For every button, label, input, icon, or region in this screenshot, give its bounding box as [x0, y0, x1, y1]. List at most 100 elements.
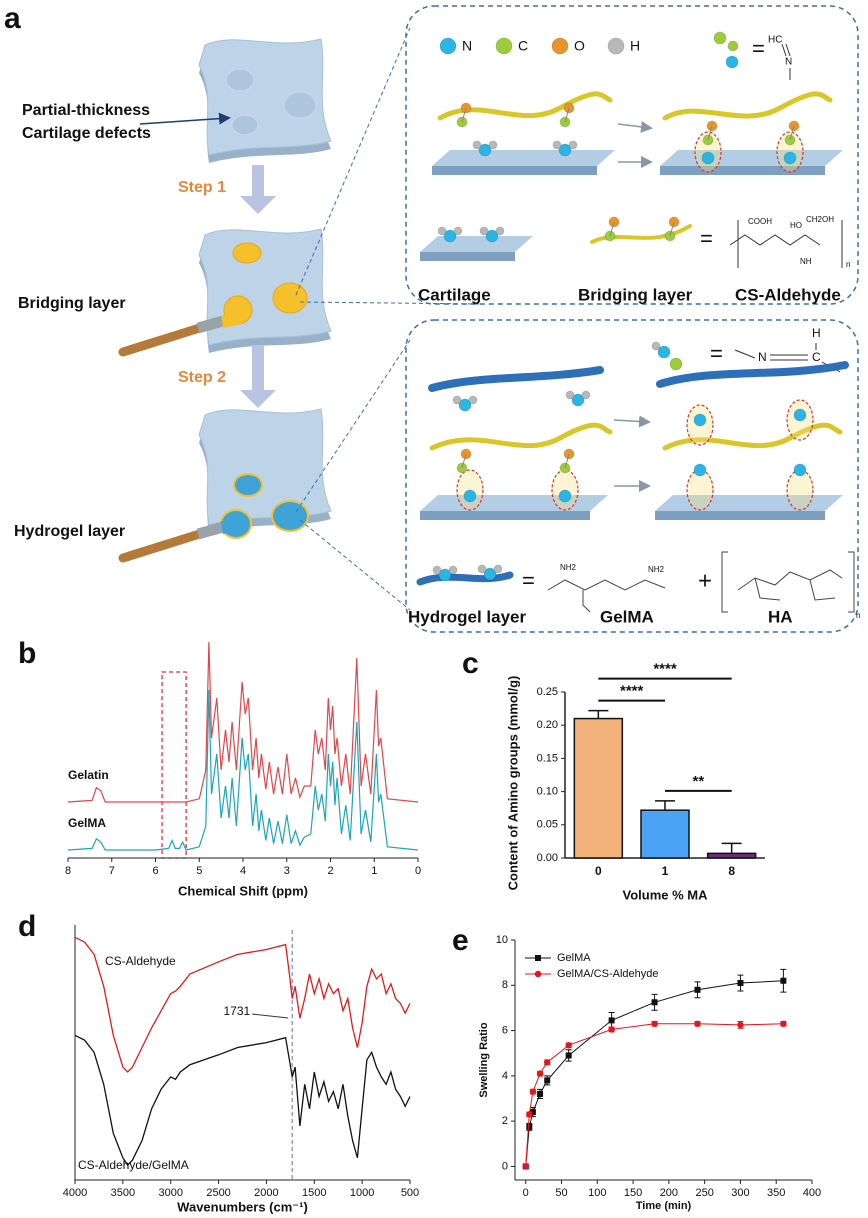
atom: [468, 395, 478, 405]
x-tick-label: 5: [196, 865, 202, 877]
spectrum: [74, 1034, 411, 1167]
bond: [789, 125, 795, 141]
x-tick-label: 7: [109, 865, 115, 877]
slab-front: [660, 166, 825, 175]
spectrum: [67, 689, 419, 851]
slab-front: [432, 166, 597, 175]
marker: [537, 1090, 544, 1097]
x-tick-label: 1: [662, 864, 669, 878]
atom: [793, 408, 807, 422]
atom: [581, 390, 591, 400]
spectrum: [67, 641, 419, 803]
x-tick-label: 1: [371, 865, 377, 877]
y-tick-label: 0.25: [537, 686, 558, 698]
significance-label: **: [692, 773, 704, 790]
defect: [225, 68, 255, 92]
equals: =: [700, 226, 713, 251]
atom-label: C: [518, 38, 528, 54]
hydrogel-spot: [235, 475, 261, 495]
imine-atom: HC: [768, 35, 782, 46]
atom: [463, 489, 477, 503]
x-tick-label: 8: [728, 864, 735, 878]
x-tick-label: 1000: [350, 1187, 374, 1199]
x-tick-label: 400: [803, 1187, 821, 1199]
bond: [609, 221, 615, 237]
marker: [544, 1059, 551, 1066]
atom: [448, 565, 458, 575]
panel-label: b: [18, 637, 36, 670]
legend-label: GelMA/CS-Aldehyde: [557, 968, 659, 980]
atom: [488, 140, 498, 150]
marker: [526, 1123, 533, 1130]
pointer: [139, 112, 231, 125]
equals: =: [752, 36, 765, 61]
x-tick-label: 50: [555, 1187, 567, 1199]
atom: [452, 395, 462, 405]
atom: [483, 567, 497, 581]
atom: [472, 140, 482, 150]
structure-label: n: [846, 260, 850, 269]
atom: [453, 226, 463, 236]
box-caption: Bridging layer: [578, 285, 693, 304]
zoom-line: [295, 27, 411, 296]
box-caption: GelMA: [600, 607, 654, 626]
structure-label: HO: [790, 221, 802, 230]
atom: [725, 55, 739, 69]
x-tick-label: 2: [327, 865, 333, 877]
marker: [651, 999, 658, 1006]
highlight-box: [161, 671, 187, 859]
atom: [558, 489, 572, 503]
atom: [793, 463, 807, 477]
x-tick-label: 200: [660, 1187, 678, 1199]
x-tick-label: 100: [588, 1187, 606, 1199]
y-tick-label: 0.15: [537, 752, 558, 764]
x-tick-label: 500: [401, 1187, 419, 1199]
y-axis-label: Swelling Ratio: [478, 1022, 490, 1097]
zoom-line: [299, 301, 481, 305]
bond: [564, 453, 570, 469]
slab-top: [420, 236, 533, 252]
significance-label: ****: [620, 683, 644, 700]
bond: [669, 221, 675, 237]
x-tick-label: 1500: [302, 1187, 326, 1199]
marker: [651, 1020, 658, 1027]
box-1: [405, 5, 859, 305]
bar: [573, 717, 624, 859]
series-label: CS-Aldehyde: [105, 954, 176, 968]
structure: [721, 551, 855, 613]
x-tick-label: 150: [624, 1187, 642, 1199]
significance-label: ****: [653, 661, 677, 678]
strand: [428, 366, 604, 392]
atom: [701, 151, 715, 165]
imine-atom: N: [785, 57, 792, 68]
legend-marker: [534, 970, 542, 978]
error-bar: [655, 800, 675, 811]
imine-atom: N: [758, 350, 767, 364]
marker: [694, 986, 701, 993]
atom: [727, 40, 739, 52]
atom: [438, 568, 452, 582]
process-arrow: [613, 415, 651, 428]
panel-label: e: [452, 924, 469, 957]
slab-front: [420, 511, 590, 520]
structure-label: n: [856, 611, 860, 620]
x-tick-label: 2500: [206, 1187, 230, 1199]
legend-label: GelMA: [557, 952, 591, 964]
atom: [558, 143, 572, 157]
error-bar: [721, 842, 742, 854]
atom: [458, 398, 472, 412]
brush-ferrule: [196, 521, 225, 540]
x-tick-label: 8: [65, 865, 71, 877]
strand: [662, 91, 833, 121]
box-caption: Cartilage: [418, 285, 491, 304]
step-arrow: [252, 165, 264, 196]
defect-label: Cartilage defects: [22, 125, 151, 142]
x-tick-label: 350: [767, 1187, 785, 1199]
step-arrow-head: [240, 390, 276, 408]
bond: [461, 107, 467, 123]
atom: [495, 226, 505, 236]
marker: [565, 1052, 572, 1059]
strand: [656, 361, 849, 388]
marker: [522, 1163, 529, 1170]
strand: [662, 422, 843, 451]
